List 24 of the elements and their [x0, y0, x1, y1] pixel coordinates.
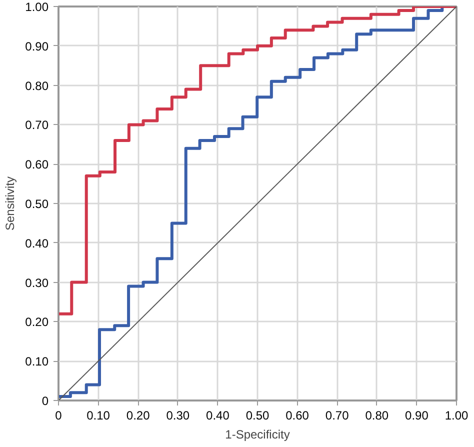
y-tick-label: 0: [42, 394, 49, 408]
x-tick-label: 0: [55, 408, 62, 422]
y-tick-label: 0.50: [25, 197, 49, 211]
y-tick-label: 0.30: [25, 276, 49, 290]
y-tick-label: 0.80: [25, 78, 49, 93]
x-tick-label: 0.70: [325, 408, 350, 422]
x-tick-label: 0.30: [166, 408, 190, 422]
y-tick-label: 0.40: [25, 236, 49, 250]
y-tick-label: 0.70: [25, 118, 49, 132]
x-tick-label: 0.60: [286, 408, 310, 422]
x-tick-label: 1.00: [444, 408, 469, 422]
y-tick-label: 0.10: [25, 354, 49, 369]
x-tick-label: 0.50: [246, 408, 270, 422]
x-tick-label: 0.20: [126, 408, 150, 422]
y-tick-label: 0.20: [25, 315, 49, 330]
y-tick-label: 1.00: [25, 0, 49, 14]
y-axis-title: Sensitivity: [3, 176, 18, 231]
y-tick-label: 0.60: [25, 158, 49, 172]
x-tick-label: 0.80: [365, 408, 389, 422]
x-axis-title: 1-Specificity: [225, 428, 290, 442]
x-tick-label: 0.90: [405, 408, 429, 422]
x-tick-label: 0.40: [206, 408, 230, 422]
x-tick-label: 0.10: [86, 408, 110, 422]
y-tick-label: 0.90: [25, 39, 49, 54]
